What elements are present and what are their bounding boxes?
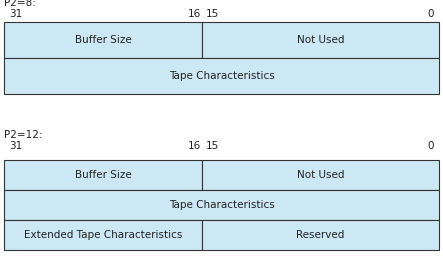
Text: 0: 0 [428,141,434,151]
Bar [4,58,439,94]
Text: 15: 15 [206,141,220,151]
Text: 0: 0 [428,9,434,19]
Bar [4,220,202,250]
Text: Tape Characteristics: Tape Characteristics [169,71,274,81]
Text: 15: 15 [206,9,220,19]
Bar [4,22,202,58]
Text: 16: 16 [187,141,201,151]
Text: Buffer Size: Buffer Size [75,170,132,180]
Text: Buffer Size: Buffer Size [75,35,132,45]
Text: Tape Characteristics: Tape Characteristics [169,200,274,210]
Text: 16: 16 [187,9,201,19]
Text: Not Used: Not Used [296,35,344,45]
Text: P2=8:: P2=8: [4,0,36,8]
Text: 31: 31 [9,9,22,19]
Text: 31: 31 [9,141,22,151]
Text: Reserved: Reserved [296,230,345,240]
Bar [202,160,439,190]
Bar [202,220,439,250]
Text: Extended Tape Characteristics: Extended Tape Characteristics [24,230,183,240]
Bar [4,160,202,190]
Text: P2=12:: P2=12: [4,130,43,140]
Bar [4,190,439,220]
Bar [202,22,439,58]
Text: Not Used: Not Used [296,170,344,180]
